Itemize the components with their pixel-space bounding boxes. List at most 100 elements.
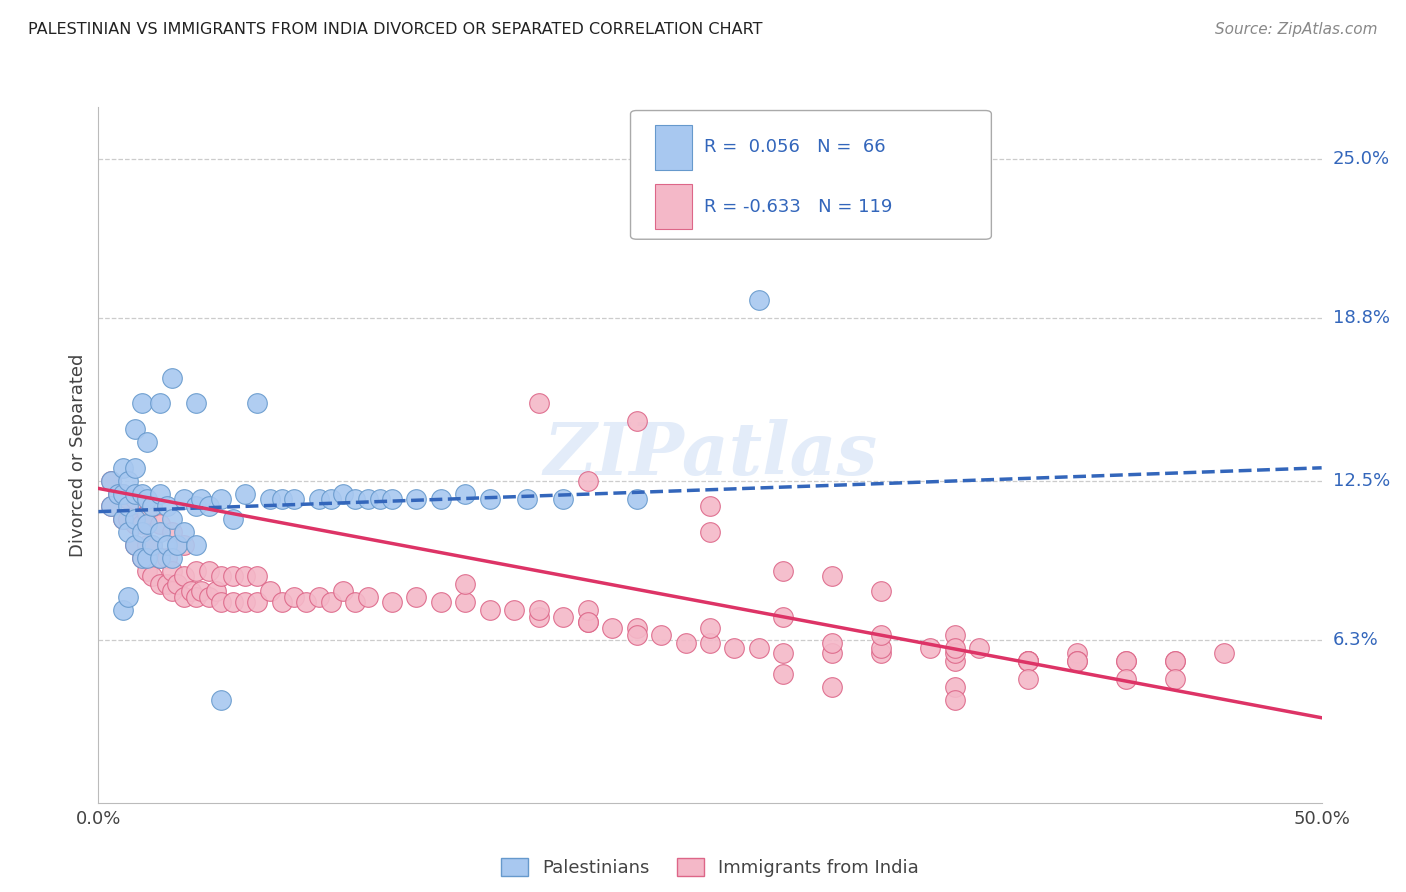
Point: [454, 576, 477, 591]
Point: [233, 486, 256, 500]
Point: [156, 551, 179, 566]
Point: [870, 584, 893, 599]
Point: [626, 491, 648, 506]
Text: Source: ZipAtlas.com: Source: ZipAtlas.com: [1215, 22, 1378, 37]
Point: [368, 491, 391, 506]
Point: [131, 551, 153, 566]
Point: [1017, 654, 1039, 668]
Point: [107, 486, 129, 500]
Point: [100, 474, 122, 488]
Point: [136, 435, 159, 450]
Point: [149, 551, 172, 566]
Point: [772, 564, 794, 578]
Bar: [655, 184, 692, 229]
Point: [180, 584, 202, 599]
Point: [454, 486, 477, 500]
Text: 6.3%: 6.3%: [1333, 632, 1378, 649]
Point: [117, 500, 139, 514]
Point: [527, 602, 550, 616]
Point: [197, 590, 219, 604]
Point: [405, 491, 427, 506]
Point: [149, 576, 172, 591]
Point: [699, 636, 721, 650]
Point: [124, 460, 146, 475]
Point: [943, 680, 966, 694]
Point: [772, 646, 794, 660]
Point: [173, 491, 195, 506]
Point: [1164, 654, 1187, 668]
Point: [943, 628, 966, 642]
Point: [270, 491, 294, 506]
Point: [160, 525, 183, 540]
Point: [1066, 654, 1088, 668]
Point: [246, 595, 269, 609]
Point: [156, 500, 179, 514]
Point: [136, 517, 159, 532]
Point: [117, 491, 139, 506]
Point: [149, 486, 172, 500]
Point: [141, 538, 163, 552]
Point: [319, 491, 342, 506]
Bar: [655, 125, 692, 170]
Point: [166, 538, 188, 552]
Point: [173, 538, 195, 552]
Text: 12.5%: 12.5%: [1333, 472, 1391, 490]
Point: [131, 517, 153, 532]
Point: [131, 396, 153, 410]
Point: [111, 486, 134, 500]
Point: [197, 500, 219, 514]
Point: [772, 667, 794, 681]
Point: [124, 491, 146, 506]
Point: [131, 525, 153, 540]
Point: [124, 538, 146, 552]
Point: [405, 590, 427, 604]
Point: [1017, 654, 1039, 668]
Point: [141, 569, 163, 583]
Point: [600, 621, 623, 635]
Point: [124, 517, 146, 532]
Point: [100, 500, 122, 514]
Point: [870, 646, 893, 660]
Y-axis label: Divorced or Separated: Divorced or Separated: [69, 353, 87, 557]
Point: [186, 590, 208, 604]
Point: [943, 654, 966, 668]
Point: [136, 491, 159, 506]
Text: 18.8%: 18.8%: [1333, 310, 1389, 327]
Text: R = -0.633   N = 119: R = -0.633 N = 119: [704, 197, 893, 216]
Point: [117, 474, 139, 488]
Point: [478, 491, 501, 506]
Point: [166, 576, 188, 591]
FancyBboxPatch shape: [630, 111, 991, 239]
Point: [1212, 646, 1234, 660]
Point: [430, 491, 453, 506]
Point: [650, 628, 672, 642]
Point: [967, 641, 990, 656]
Point: [222, 569, 245, 583]
Point: [160, 512, 183, 526]
Point: [319, 595, 342, 609]
Point: [124, 486, 146, 500]
Point: [233, 595, 256, 609]
Point: [576, 615, 599, 630]
Point: [748, 293, 770, 308]
Text: R =  0.056   N =  66: R = 0.056 N = 66: [704, 138, 886, 156]
Point: [160, 564, 183, 578]
Point: [1017, 654, 1039, 668]
Point: [527, 396, 550, 410]
Point: [870, 641, 893, 656]
Point: [131, 551, 153, 566]
Point: [454, 595, 477, 609]
Point: [356, 590, 378, 604]
Point: [186, 500, 208, 514]
Point: [141, 538, 163, 552]
Point: [723, 641, 745, 656]
Point: [283, 590, 305, 604]
Point: [332, 486, 354, 500]
Point: [124, 512, 146, 526]
Point: [160, 370, 183, 384]
Point: [699, 500, 721, 514]
Point: [920, 641, 942, 656]
Point: [149, 396, 172, 410]
Point: [626, 621, 648, 635]
Point: [943, 692, 966, 706]
